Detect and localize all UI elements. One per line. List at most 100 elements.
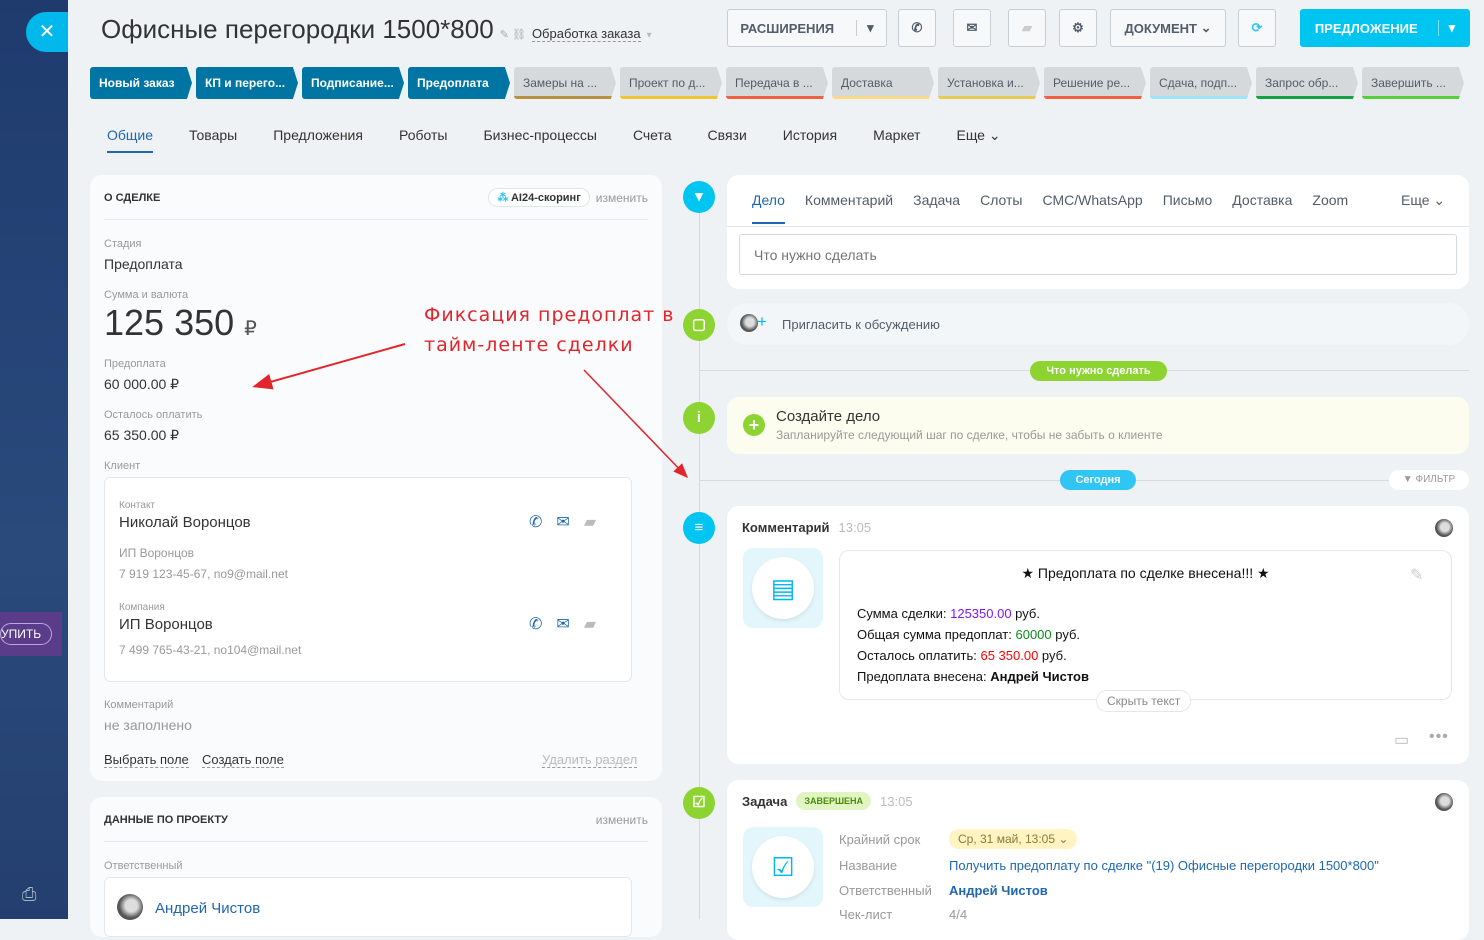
- stage-7[interactable]: Доставка: [832, 67, 934, 99]
- pencil-icon[interactable]: ✎: [1410, 567, 1424, 584]
- contact-actions-icons[interactable]: ✆✉▰: [529, 514, 611, 531]
- create-activity-card[interactable]: + Создайте дело Запланируйте следующий ш…: [727, 397, 1469, 454]
- tab-8[interactable]: Маркет: [873, 127, 921, 143]
- document-button[interactable]: ДОКУМЕНТ ⌄: [1110, 9, 1226, 47]
- tab-4[interactable]: Бизнес-процессы: [483, 127, 597, 143]
- chat-icon[interactable]: ▰: [1008, 9, 1046, 47]
- edit-link[interactable]: изменить: [595, 813, 648, 827]
- stage-12[interactable]: Завершить ...: [1362, 67, 1464, 99]
- stage-5[interactable]: Проект по д...: [620, 67, 722, 99]
- create-field-link[interactable]: Создать поле: [202, 752, 284, 768]
- timeline-tab-4[interactable]: СМС/WhatsApp: [1042, 192, 1143, 208]
- stage-10[interactable]: Сдача, подп...: [1150, 67, 1252, 99]
- stage-3[interactable]: Предоплата: [408, 67, 510, 99]
- printer-icon[interactable]: ⎙: [22, 884, 37, 904]
- plus-circle-icon: +: [743, 414, 765, 436]
- deadline-select[interactable]: Ср, 31 май, 13:05 ⌄: [949, 829, 1078, 849]
- tab-1[interactable]: Товары: [189, 127, 238, 143]
- stage-11[interactable]: Запрос обр...: [1256, 67, 1358, 99]
- tab-more[interactable]: Еще ⌄: [1401, 192, 1446, 208]
- comment-body: ★ Предоплата по сделке внесена!!! ★ ✎ Су…: [839, 550, 1452, 700]
- task-time: 13:05: [880, 793, 913, 809]
- edit-link[interactable]: изменить: [595, 190, 648, 205]
- ai-scoring-button[interactable]: ⁂ AI24-скоринг: [488, 188, 590, 207]
- sum-value: 125 350 ₽: [104, 302, 257, 343]
- company-info: 7 499 765-43-21, no104@mail.net: [119, 643, 302, 657]
- stage-0[interactable]: Новый заказ: [90, 67, 192, 99]
- timeline-tab-0[interactable]: Дело: [752, 192, 785, 224]
- timeline-tab-5[interactable]: Письмо: [1162, 192, 1213, 208]
- tab-6[interactable]: Связи: [707, 127, 747, 143]
- title-row: Офисные перегородки 1500*800 ✎ ⛓ Обработ…: [101, 14, 652, 45]
- task-title: Задача: [742, 793, 788, 809]
- company-name[interactable]: ИП Воронцов: [119, 616, 213, 633]
- timeline-tab-1[interactable]: Комментарий: [804, 192, 894, 208]
- responsible-link[interactable]: Андрей Чистов: [155, 900, 261, 917]
- stage-6[interactable]: Передача в ...: [726, 67, 828, 99]
- filter-button[interactable]: ▼ ФИЛЬТР: [1389, 470, 1469, 490]
- deal-card: О СДЕЛКЕ ⁂ AI24-скоринг изменить Стадия …: [90, 175, 662, 781]
- chat-bubble-icon: ▢: [683, 309, 715, 341]
- stage-bar: Новый заказ КП и перего... Подписание... Пр…: [90, 67, 1464, 99]
- comment-headline: ★ Предоплата по сделке внесена!!! ★: [1021, 565, 1270, 581]
- contact-company: ИП Воронцов: [119, 546, 195, 560]
- label: Клиент: [104, 460, 141, 472]
- label: Комментарий: [104, 699, 174, 711]
- annotation-arrows: [252, 343, 689, 479]
- contact-info: 7 919 123-45-67, no9@mail.net: [119, 567, 288, 581]
- stage-9[interactable]: Решение ре...: [1044, 67, 1146, 99]
- hide-text-button[interactable]: Скрыть текст: [1096, 690, 1192, 712]
- comment-icon: ≡: [683, 512, 715, 544]
- avatar: [117, 894, 143, 920]
- label: Крайний срок: [839, 832, 921, 847]
- label: Ответственный: [104, 860, 183, 872]
- comment-line: Предоплата внесена: Андрей Чистов: [857, 669, 1089, 684]
- sync-icon[interactable]: ⟳: [1238, 9, 1276, 47]
- pipeline-select[interactable]: Обработка заказа: [531, 26, 641, 42]
- today-pill: Сегодня: [1060, 470, 1136, 490]
- timeline-tab-6[interactable]: Доставка: [1232, 192, 1293, 208]
- comment-card: Комментарий 13:05 ▤ ★ Предоплата по сдел…: [727, 506, 1469, 764]
- tab-7[interactable]: История: [782, 127, 838, 143]
- select-field-link[interactable]: Выбрать поле: [104, 752, 189, 768]
- gear-icon[interactable]: ⚙: [1059, 9, 1097, 47]
- extensions-button[interactable]: РАСШИРЕНИЯ ▾: [727, 9, 887, 47]
- deal-card-actions: ⁂ AI24-скоринг изменить: [488, 188, 648, 207]
- label: Чек-лист: [839, 907, 893, 922]
- stage-4[interactable]: Замеры на ...: [514, 67, 616, 99]
- left-sidebar: [0, 0, 68, 919]
- responsible-link[interactable]: Андрей Чистов: [949, 883, 1048, 898]
- comment-line: Сумма сделки: 125350.00 руб.: [857, 606, 1040, 621]
- activity-editor: Дело Комментарий Задача Слоты СМС/WhatsApp Пи…: [727, 175, 1469, 289]
- mail-icon[interactable]: ✉: [953, 9, 991, 47]
- timeline-tab-2[interactable]: Задача: [913, 192, 961, 208]
- company-actions-icons[interactable]: ✆✉▰: [529, 616, 611, 633]
- stage-1[interactable]: КП и перего...: [196, 67, 298, 99]
- annotation-text: тайм-ленте сделки: [424, 334, 634, 356]
- timeline-tab-7[interactable]: Zoom: [1312, 192, 1349, 208]
- checklist-value: 4/4: [949, 907, 968, 922]
- tab-9[interactable]: Еще ⌄: [956, 127, 1000, 153]
- delete-section-link[interactable]: Удалить раздел: [542, 752, 638, 768]
- edit-link-icons[interactable]: ✎ ⛓: [499, 29, 526, 41]
- tab-5[interactable]: Счета: [632, 127, 672, 143]
- buy-button[interactable]: УПИТЬ: [0, 612, 62, 656]
- tab-0[interactable]: Общие: [107, 127, 154, 153]
- phone-icon[interactable]: ✆: [898, 9, 936, 47]
- close-button[interactable]: ✕: [26, 12, 68, 52]
- invite-bar[interactable]: + Пригласить к обсуждению: [727, 303, 1469, 345]
- tab-3[interactable]: Роботы: [398, 127, 448, 143]
- note-icon[interactable]: ▭: [1394, 732, 1410, 749]
- offer-button[interactable]: ПРЕДЛОЖЕНИЕ ▾: [1300, 9, 1470, 47]
- more-icon[interactable]: •••: [1429, 728, 1449, 745]
- contact-name[interactable]: Николай Воронцов: [119, 514, 251, 531]
- task-name-link[interactable]: Получить предоплату по сделке "(19) Офис…: [949, 858, 1379, 873]
- stage-8[interactable]: Установка и...: [938, 67, 1040, 99]
- activity-input[interactable]: [739, 234, 1457, 275]
- label: Компания: [119, 602, 165, 613]
- tab-2[interactable]: Предложения: [273, 127, 363, 143]
- stage-2[interactable]: Подписание...: [302, 67, 404, 99]
- timeline-tab-3[interactable]: Слоты: [980, 192, 1023, 208]
- create-title: Создайте дело: [776, 408, 881, 425]
- label: Стадия: [104, 238, 142, 250]
